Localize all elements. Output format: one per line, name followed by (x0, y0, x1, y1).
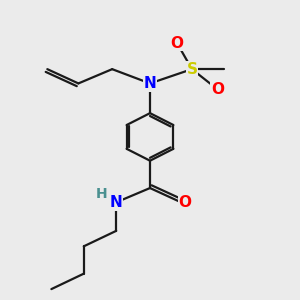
Text: O: O (178, 195, 192, 210)
Text: O: O (211, 82, 224, 97)
Text: N: N (144, 76, 156, 91)
Text: O: O (170, 35, 184, 50)
Text: H: H (96, 187, 107, 201)
Text: N: N (110, 195, 123, 210)
Text: S: S (186, 62, 197, 77)
